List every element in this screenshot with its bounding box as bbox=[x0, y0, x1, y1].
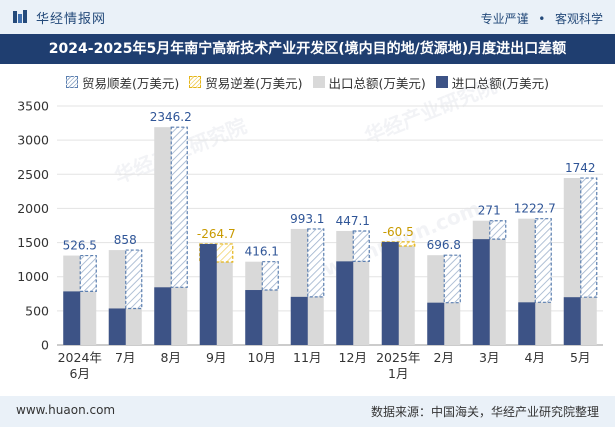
surplus-bar[interactable] bbox=[79, 254, 97, 292]
footer-website[interactable]: www.huaon.com bbox=[16, 403, 116, 417]
x-tick-label: 8月 bbox=[161, 350, 181, 365]
import-bar[interactable] bbox=[518, 302, 536, 345]
data-label: 696.8 bbox=[427, 238, 461, 252]
import-bar[interactable] bbox=[108, 308, 126, 345]
surplus-bar[interactable] bbox=[534, 218, 552, 303]
legend-item-export[interactable]: 出口总额(万美元) bbox=[312, 73, 426, 92]
brand-logo-icon bbox=[13, 10, 27, 23]
x-tick-label: 2025年 bbox=[376, 350, 420, 365]
y-tick-label: 1000 bbox=[17, 269, 49, 284]
x-tick-label: 2024年 bbox=[58, 350, 102, 365]
y-tick-label: 0 bbox=[41, 338, 49, 353]
deficit-swatch-icon bbox=[189, 76, 202, 88]
x-tick-label: 10月 bbox=[248, 350, 276, 365]
footer: www.huaon.com 数据来源：中国海关，华经产业研究院整理 bbox=[0, 396, 615, 427]
surplus-bar[interactable] bbox=[170, 126, 188, 288]
data-label: 416.1 bbox=[245, 245, 279, 259]
y-tick-label: 2500 bbox=[17, 167, 49, 182]
chart-legend: 贸易顺差(万美元) 贸易逆差(万美元) 出口总额(万美元) 进口总额(万美元) bbox=[0, 73, 615, 91]
legend-label: 进口总额(万美元) bbox=[451, 75, 550, 91]
data-label: 858 bbox=[114, 233, 137, 247]
surplus-bar[interactable] bbox=[352, 230, 370, 262]
data-label: 1222.7 bbox=[514, 202, 556, 216]
legend-label: 出口总额(万美元) bbox=[328, 75, 426, 91]
data-label: 2346.2 bbox=[150, 110, 192, 124]
surplus-swatch-icon bbox=[65, 76, 78, 88]
x-tick-label: 1月 bbox=[388, 366, 408, 381]
chart-title: 2024-2025年5月年南宁高新技术产业开发区(境内目的地/货源地)月度进出口… bbox=[0, 34, 615, 64]
legend-item-deficit[interactable]: 贸易逆差(万美元) bbox=[189, 73, 303, 92]
import-bar[interactable] bbox=[245, 290, 263, 345]
trade-balance-chart: 0 500 1000 1500 2000 2500 3000 3500 526.5 858 234… bbox=[17, 99, 603, 381]
y-tick-label: 1500 bbox=[17, 235, 49, 250]
surplus-bar[interactable] bbox=[443, 254, 461, 304]
import-bar[interactable] bbox=[336, 261, 354, 345]
surplus-bar[interactable] bbox=[307, 228, 325, 298]
bullet-icon: • bbox=[534, 12, 550, 26]
legend-item-import[interactable]: 进口总额(万美元) bbox=[435, 73, 550, 92]
import-swatch-icon bbox=[435, 76, 448, 88]
legend-label: 贸易顺差(万美元) bbox=[81, 75, 180, 91]
surplus-bar[interactable] bbox=[489, 220, 507, 240]
x-tick-label: 6月 bbox=[70, 366, 90, 381]
surplus-bar[interactable] bbox=[580, 177, 598, 298]
legend-label: 贸易逆差(万美元) bbox=[205, 75, 303, 91]
import-bar[interactable] bbox=[154, 287, 172, 345]
tagline-item: 客观科学 bbox=[554, 12, 603, 26]
legend-item-surplus[interactable]: 贸易顺差(万美元) bbox=[65, 73, 180, 92]
x-tick-label: 12月 bbox=[339, 350, 367, 365]
surplus-bar[interactable] bbox=[125, 249, 143, 310]
y-tick-label: 2000 bbox=[17, 201, 49, 216]
x-tick-label: 2月 bbox=[434, 350, 454, 365]
tagline-item: 专业严谨 bbox=[480, 12, 529, 26]
y-tick-label: 3000 bbox=[17, 133, 49, 148]
y-tick-label: 3500 bbox=[17, 99, 49, 114]
header-bar: 华经情报网 专业严谨 • 客观科学 bbox=[0, 0, 615, 34]
import-bar[interactable] bbox=[381, 241, 399, 345]
data-label: 271 bbox=[478, 204, 501, 218]
data-label: -264.7 bbox=[197, 227, 236, 241]
brand-name: 华经情报网 bbox=[36, 11, 107, 27]
import-bar[interactable] bbox=[290, 296, 308, 345]
surplus-bar[interactable] bbox=[261, 261, 279, 291]
import-bar[interactable] bbox=[563, 297, 581, 345]
data-label: 526.5 bbox=[63, 239, 97, 253]
y-tick-label: 500 bbox=[25, 303, 49, 318]
x-tick-label: 9月 bbox=[206, 350, 226, 365]
data-label: 447.1 bbox=[336, 214, 370, 228]
export-swatch-icon bbox=[312, 76, 325, 88]
data-label: 993.1 bbox=[290, 212, 324, 226]
x-tick-label: 4月 bbox=[525, 350, 545, 365]
import-bar[interactable] bbox=[63, 291, 81, 345]
tagline: 专业严谨 • 客观科学 bbox=[479, 10, 603, 27]
brand[interactable]: 华经情报网 bbox=[12, 9, 107, 27]
data-label: -60.5 bbox=[383, 225, 414, 239]
x-tick-label: 11月 bbox=[293, 350, 321, 365]
import-bar[interactable] bbox=[472, 239, 490, 345]
data-label: 1742 bbox=[565, 161, 596, 175]
x-tick-label: 3月 bbox=[479, 350, 499, 365]
footer-source: 数据来源：中国海关，华经产业研究院整理 bbox=[370, 405, 599, 419]
import-bar[interactable] bbox=[199, 243, 217, 345]
x-tick-label: 5月 bbox=[570, 350, 590, 365]
x-tick-label: 7月 bbox=[115, 350, 135, 365]
import-bar[interactable] bbox=[427, 302, 445, 345]
